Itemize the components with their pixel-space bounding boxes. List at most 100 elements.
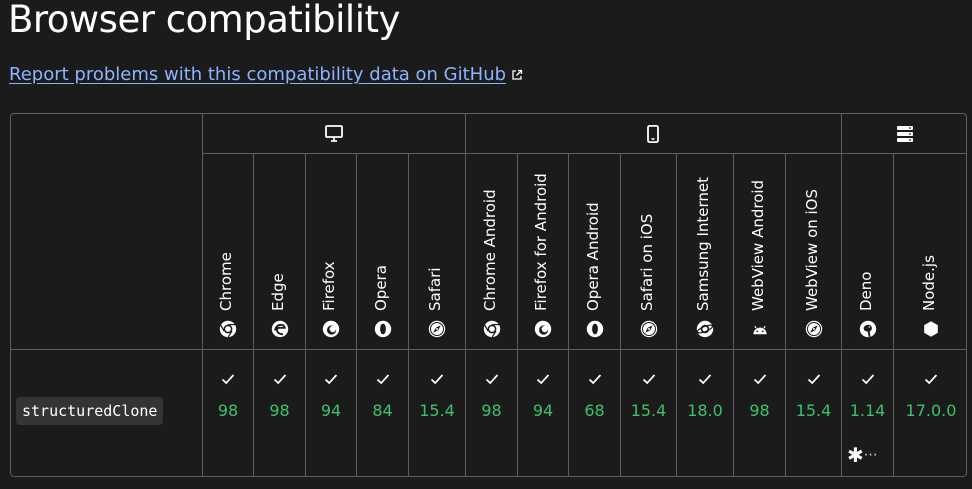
safari-icon <box>805 320 823 338</box>
safari-icon <box>640 320 658 338</box>
chrome-icon <box>483 320 501 338</box>
browser-header: WebView on iOS <box>786 154 841 349</box>
more-icon: ⋯ <box>863 447 878 463</box>
browser-column-divider <box>841 154 842 476</box>
browser-column-divider <box>785 154 786 476</box>
check-icon <box>376 370 390 385</box>
support-cell[interactable]: 98 <box>466 350 517 476</box>
firefox-icon <box>534 320 552 338</box>
browser-header: Safari on iOS <box>621 154 676 349</box>
server-icon <box>896 125 914 147</box>
support-cell[interactable]: 94 <box>306 350 356 476</box>
browser-name: WebView Android <box>748 179 767 311</box>
compat-table: Chrome Edge Firefox Opera Safari Chrome Andro… <box>10 113 967 477</box>
opera-icon <box>374 320 392 338</box>
check-icon <box>273 370 287 385</box>
report-problems-link[interactable]: Report problems with this compatibility … <box>9 64 523 86</box>
opera-icon <box>586 320 604 338</box>
browser-name: Safari on iOS <box>637 213 656 311</box>
support-cell[interactable]: 15.4 <box>621 350 676 476</box>
version-added: 68 <box>584 401 605 420</box>
version-added: 18.0 <box>687 401 723 420</box>
support-cell[interactable]: 94 <box>518 350 568 476</box>
check-icon <box>221 370 235 385</box>
version-added: 98 <box>217 401 239 420</box>
browser-header: Opera Android <box>569 154 620 349</box>
support-cell[interactable]: 17.0.0 <box>894 350 966 476</box>
version-added: 98 <box>481 401 502 420</box>
browser-name: Opera <box>371 265 390 311</box>
support-cell[interactable]: 98 <box>203 350 253 476</box>
browser-name: Deno <box>856 271 875 311</box>
browser-name: Edge <box>268 273 287 311</box>
check-icon <box>430 370 444 385</box>
version-added: 84 <box>372 401 393 420</box>
external-link-icon <box>511 65 523 86</box>
browser-name: Safari <box>426 267 444 311</box>
support-cell[interactable]: 68 <box>569 350 620 476</box>
browser-name: Opera Android <box>583 202 602 311</box>
check-icon <box>753 370 767 385</box>
firefox-icon <box>322 320 340 338</box>
browser-name: Chrome <box>217 252 235 311</box>
browser-column-divider <box>465 154 466 476</box>
version-added: 15.4 <box>419 401 455 420</box>
samsung-internet-icon <box>696 320 714 338</box>
check-icon <box>324 370 338 385</box>
check-icon <box>588 370 602 385</box>
feature-column-divider <box>202 114 203 476</box>
edge-icon <box>271 320 289 338</box>
support-cell[interactable]: 18.0 <box>677 350 733 476</box>
browser-column-divider <box>893 154 894 476</box>
android-icon <box>751 320 769 338</box>
mobile-icon <box>644 124 662 147</box>
support-cell[interactable]: 84 <box>357 350 408 476</box>
version-added: 15.4 <box>795 401 832 420</box>
browser-header: Safari <box>409 154 465 349</box>
report-link-text: Report problems with this compatibility … <box>9 64 507 85</box>
header-row-divider <box>11 349 966 350</box>
support-cell[interactable]: 98 <box>254 350 305 476</box>
browser-column-divider <box>517 154 518 476</box>
support-cell[interactable]: 98 <box>734 350 785 476</box>
browser-name: Firefox <box>320 261 338 311</box>
version-added: 94 <box>320 401 342 420</box>
browser-column-divider <box>733 154 734 476</box>
browser-name: Node.js <box>920 255 938 311</box>
asterisk-icon: ✱ <box>847 443 864 467</box>
support-cell[interactable]: 15.4 <box>409 350 465 476</box>
notes-icon[interactable]: ✱⋯ <box>847 443 878 467</box>
check-icon <box>698 370 712 385</box>
chrome-icon <box>219 320 237 338</box>
browser-header: Samsung Internet <box>677 154 733 349</box>
feature-name[interactable]: structuredClone <box>16 397 164 425</box>
check-icon <box>642 370 656 385</box>
version-added: 17.0.0 <box>905 401 957 420</box>
support-cell[interactable]: 15.4 <box>786 350 841 476</box>
browser-column-divider <box>620 154 621 476</box>
browser-header: WebView Android <box>734 154 785 349</box>
check-icon <box>924 370 938 385</box>
check-icon <box>536 370 550 385</box>
page-title: Browser compatibility <box>8 0 400 41</box>
browser-name: Firefox for Android <box>532 173 550 311</box>
version-added: 1.14 <box>849 401 886 420</box>
nodejs-icon <box>922 320 940 338</box>
platform-row-divider <box>202 153 966 154</box>
browser-column-divider <box>356 154 357 476</box>
browser-column-divider <box>408 154 409 476</box>
safari-icon <box>428 320 446 338</box>
check-icon <box>807 370 821 385</box>
browser-header: Firefox <box>306 154 356 349</box>
browser-name: WebView on iOS <box>802 188 821 311</box>
browser-header: Chrome <box>203 154 253 349</box>
browser-header: Deno <box>842 154 893 349</box>
support-cell[interactable]: 1.14 <box>842 350 893 476</box>
desktop-icon <box>324 125 343 147</box>
deno-icon <box>859 320 877 338</box>
browser-name: Samsung Internet <box>694 176 712 311</box>
browser-header: Node.js <box>894 154 966 349</box>
version-added: 98 <box>269 401 290 420</box>
browser-name: Chrome Android <box>480 189 499 311</box>
browser-header: Opera <box>357 154 408 349</box>
